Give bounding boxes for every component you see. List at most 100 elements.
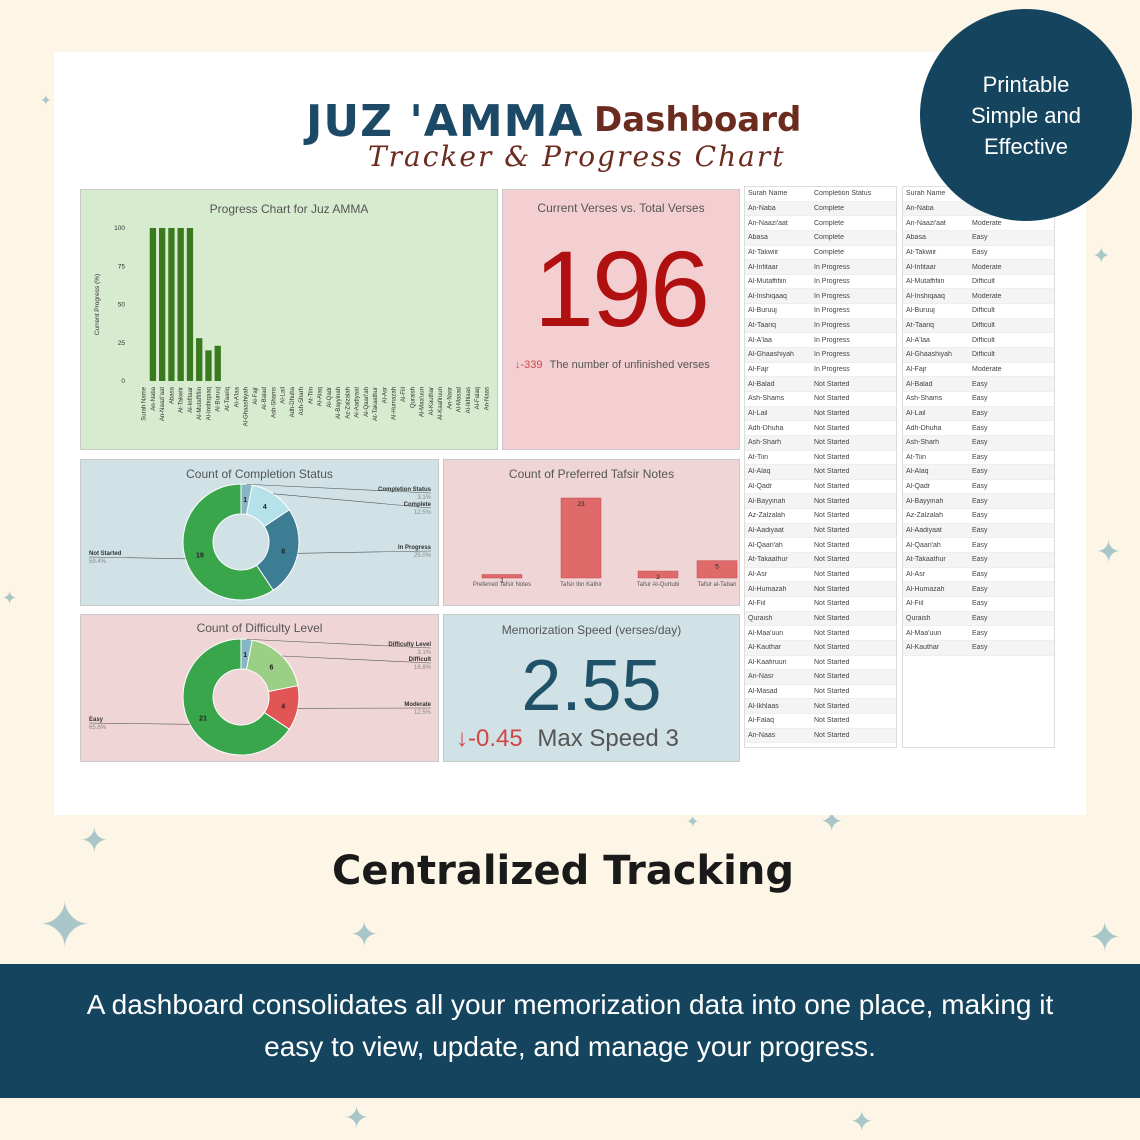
table-cell: Moderate <box>972 366 1002 373</box>
x-tick-label: Abasa <box>169 386 175 404</box>
table-cell: Al-Maa'uun <box>748 629 784 637</box>
callout-line <box>88 556 186 560</box>
tafsir-category-label: Preferred Tafsir Notes <box>473 582 531 588</box>
table-row: Al-Inshiqaaq Moderate <box>903 289 1054 305</box>
table-row: An-Naazi'aat Moderate <box>903 216 1054 231</box>
x-tick-label: Al-Asr <box>382 387 388 403</box>
table-row: At-Taariq In Progress <box>745 318 896 334</box>
donut-slice <box>182 483 274 601</box>
x-tick-label: Al-Kaafiruun <box>438 387 444 420</box>
table-cell: An-Naazi'aat <box>748 219 788 227</box>
verses-caption: The number of unfinished verses <box>549 359 710 371</box>
table-cell: Al-Fajr <box>748 366 769 373</box>
tafsir-title: Count of Preferred Tafsir Notes <box>508 467 675 481</box>
table-cell: Not Started <box>814 673 850 681</box>
table-row: Al-Balad Easy <box>903 377 1054 392</box>
table-row: Al-Bayyinah Not Started <box>745 494 896 510</box>
table-row: Al-Fajr Moderate <box>903 363 1054 378</box>
table-row: Al-Fajr In Progress <box>745 363 896 378</box>
callout-label: Difficulty Level <box>388 642 431 648</box>
donut-slice <box>255 509 300 591</box>
table-cell: Az-Zalzalah <box>748 512 785 520</box>
progress-bar <box>214 345 221 381</box>
table-row: Al-Qaari'ah Easy <box>903 538 1054 554</box>
table-cell: Al-Bayyinah <box>748 497 786 505</box>
title-main: JUZ 'AMMA <box>306 96 584 147</box>
table-cell: Not Started <box>814 717 850 725</box>
table-row: Ash-Shams Easy <box>903 392 1054 407</box>
completion-status-title: Count of Completion Status <box>186 467 333 481</box>
table-cell: Al-Ghaashiyah <box>748 351 794 359</box>
table-row: Al-Aadiyaat Not Started <box>745 523 896 539</box>
x-tick-label: Al-Balad <box>262 387 268 410</box>
tafsir-bar <box>637 570 679 579</box>
sparkle-icon: ✦ <box>1092 244 1111 269</box>
tafsir-value-label: 2 <box>656 574 660 581</box>
table-row: Al-Asr Easy <box>903 568 1054 583</box>
donut-value-label: 21 <box>199 715 207 722</box>
table-cell: Al-Qaari'ah <box>748 541 783 549</box>
callout-percent: 12.5% <box>414 510 432 516</box>
table-cell: Not Started <box>814 600 850 608</box>
donut-value-label: 4 <box>263 504 267 511</box>
table-row: Al-Lail Not Started <box>745 406 896 422</box>
table-cell: Not Started <box>814 380 850 388</box>
y-tick-label: 25 <box>118 340 126 347</box>
x-tick-label: Quraish <box>410 387 416 408</box>
feature-badge: Printable Simple and Effective <box>920 9 1132 221</box>
callout-percent: 59.4% <box>89 559 107 565</box>
speed-title: Memorization Speed (verses/day) <box>501 623 682 637</box>
table-cell: Al-A'laa <box>906 336 930 344</box>
table-row: Al-Fiil Easy <box>903 597 1054 612</box>
table-cell: Al-Inshiqaaq <box>748 292 787 300</box>
table-row: Al-Balad Not Started <box>745 377 896 392</box>
table-row: Al-Qadr Not Started <box>745 480 896 495</box>
table-cell: Not Started <box>814 585 850 593</box>
table-cell: Not Started <box>814 702 850 710</box>
table-row: Al-Qaari'ah Not Started <box>745 538 896 554</box>
table-cell: In Progress <box>814 322 850 330</box>
donut-value-label: 6 <box>269 665 273 672</box>
table-cell: Easy <box>972 234 988 242</box>
table-cell: Easy <box>972 409 988 417</box>
table-cell: At-Taariq <box>748 322 777 330</box>
speed-value: 2.55 <box>521 646 662 726</box>
table-cell: Not Started <box>814 424 850 432</box>
y-tick-label: 0 <box>121 378 125 385</box>
callout-label: Completion Status <box>378 487 432 493</box>
y-axis-label: Current Progress (%) <box>94 274 101 335</box>
table-cell: Easy <box>972 468 988 476</box>
table-cell: Not Started <box>814 732 850 740</box>
table-cell: Not Started <box>814 483 850 491</box>
table-cell: Al-Balad <box>748 380 775 388</box>
x-tick-label: Al-Humazah <box>392 387 398 420</box>
table-header-cell: Surah Name <box>748 190 788 198</box>
table-cell: Easy <box>972 585 988 593</box>
table-row: Ash-Shams Not Started <box>745 392 896 407</box>
x-tick-label: Ash-Sharh <box>299 387 305 415</box>
table-cell: Easy <box>972 380 988 388</box>
callout-label: In Progress <box>398 545 432 551</box>
sparkle-icon: ✦ <box>80 821 109 861</box>
sparkle-icon: ✦ <box>1088 915 1122 961</box>
table-row: Al-Aadiyaat Easy <box>903 523 1054 539</box>
x-tick-label: At-Takaathur <box>373 387 379 421</box>
table-row: Al-Mutaffifiin Difficult <box>903 275 1054 290</box>
table-cell: At-Takwiir <box>748 248 779 256</box>
table-row: Al-Humazah Easy <box>903 582 1054 597</box>
x-tick-label: Al-Buruuj <box>216 387 222 412</box>
donut-value-label: 19 <box>196 552 204 559</box>
table-cell: Moderate <box>972 263 1002 271</box>
table-cell: Abasa <box>748 234 768 242</box>
tafsir-category-label: Tafsir Al-Qurtubi <box>637 582 680 588</box>
table-cell: Adh-Dhuha <box>906 424 942 432</box>
table-row: Quraish Easy <box>903 611 1054 627</box>
table-row: An-Naazi'aat Complete <box>745 216 896 231</box>
table-row: Al-Ghaashiyah In Progress <box>745 348 896 363</box>
callout-percent: 65.6% <box>89 725 107 731</box>
banner-line-2: easy to view, update, and manage your pr… <box>264 1031 876 1062</box>
x-tick-label: Surah Name <box>142 386 148 420</box>
x-tick-label: Al-Infitaar <box>188 387 194 413</box>
sparkle-icon: ✦ <box>2 588 18 609</box>
y-tick-label: 50 <box>118 302 126 309</box>
